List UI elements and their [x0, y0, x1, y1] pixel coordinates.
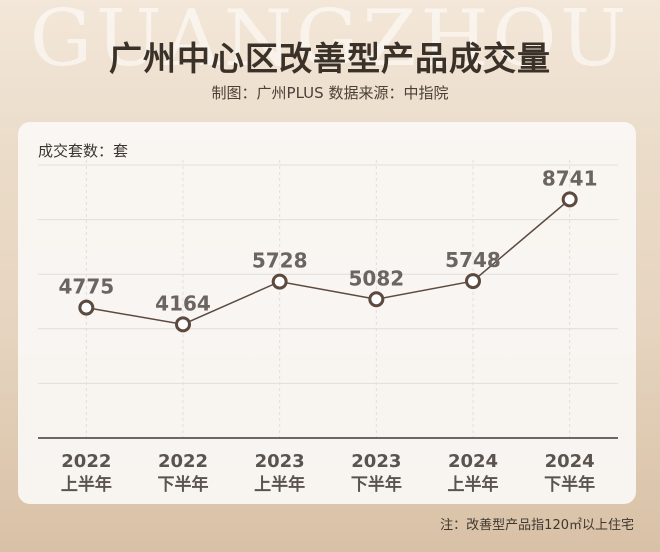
footnote: 注：改善型产品指120㎡以上住宅: [440, 518, 634, 533]
data-label: 4164: [155, 291, 211, 315]
data-label: 8741: [542, 166, 598, 190]
data-point: [368, 291, 385, 308]
x-tick-half: 上半年: [448, 474, 499, 495]
y-axis-unit-label: 成交套数：套: [38, 142, 129, 160]
data-point: [175, 316, 191, 333]
x-tick-half: 上半年: [254, 474, 305, 495]
data-label: 5728: [252, 249, 308, 273]
data-label: 4775: [58, 275, 114, 299]
data-point: [78, 299, 95, 316]
x-tick-half: 下半年: [158, 474, 209, 495]
chart-subtitle: 制图：广州PLUS 数据来源：中指院: [211, 84, 449, 102]
data-point: [561, 191, 578, 208]
x-tick-half: 上半年: [61, 474, 112, 495]
x-tick-year: 2022: [158, 451, 208, 472]
chart-title: 广州中心区改善型产品成交量: [109, 39, 551, 78]
x-tick-year: 2023: [351, 451, 401, 472]
data-label: 5748: [445, 248, 501, 272]
series-line: [86, 198, 571, 326]
x-tick-half: 下半年: [544, 474, 595, 495]
x-tick-year: 2022: [61, 451, 111, 472]
x-tick-year: 2023: [255, 451, 305, 472]
watermark-text: GUANGZHOU: [29, 0, 631, 84]
x-tick-half: 下半年: [351, 474, 402, 495]
x-tick-year: 2024: [448, 451, 498, 472]
data-label: 5082: [348, 266, 404, 290]
x-tick-year: 2024: [545, 451, 595, 472]
data-point: [271, 273, 288, 290]
data-point: [465, 273, 481, 290]
